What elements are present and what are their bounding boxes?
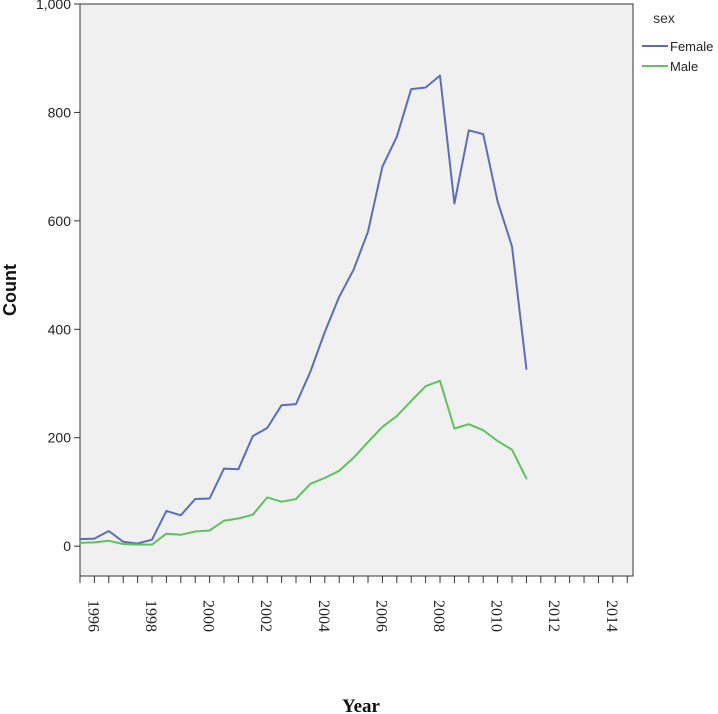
y-tick-label: 600	[48, 213, 72, 229]
legend-label-female: Female	[670, 39, 713, 54]
y-tick-label: 1,000	[36, 0, 71, 12]
y-tick-label: 0	[63, 538, 71, 554]
x-tick-label: 2008	[430, 600, 447, 632]
x-tick-label: 2000	[200, 600, 217, 632]
y-tick-label: 400	[48, 321, 72, 337]
y-axis: 0 200 400 600 800 1,000	[36, 0, 80, 554]
y-tick-label: 800	[48, 104, 72, 120]
x-axis-title: Year	[342, 696, 381, 714]
x-tick-label: 2004	[315, 600, 332, 632]
x-tick-label: 2014	[603, 600, 620, 632]
y-axis-title: Count	[0, 264, 20, 316]
series-line-male	[79, 379, 528, 546]
plot-area	[79, 3, 634, 577]
y-tick-label: 200	[48, 430, 72, 446]
series-line-female	[79, 74, 528, 545]
x-axis: 1996 1998 2000 2002 2004 2006 2008 2010 2012 2014	[79, 576, 628, 632]
series-lines	[79, 74, 528, 546]
legend-title: sex	[653, 10, 675, 26]
x-tick-label: 2010	[488, 600, 505, 632]
x-tick-label: 1996	[84, 600, 101, 632]
legend: sex Female Male	[642, 10, 713, 74]
x-tick-label: 2006	[372, 600, 389, 632]
x-tick-label: 2012	[545, 600, 562, 632]
x-tick-label: 2002	[257, 600, 274, 632]
x-tick-label: 1998	[142, 600, 159, 632]
legend-label-male: Male	[670, 59, 698, 74]
